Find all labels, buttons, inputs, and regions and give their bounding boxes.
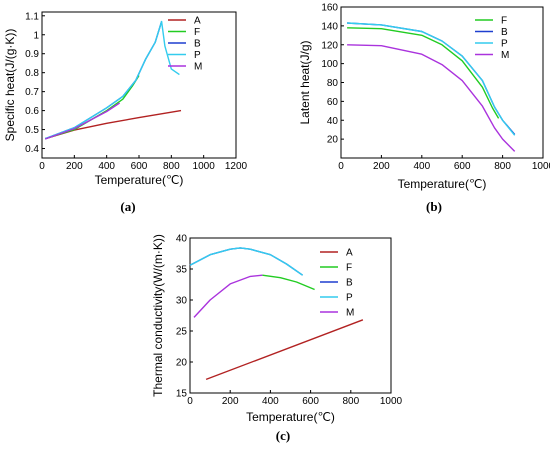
y-tick-label: 30 <box>176 296 188 307</box>
x-tick-label: 400 <box>262 396 279 407</box>
y-tick-label: 140 <box>321 21 338 32</box>
x-tick-label: 0 <box>39 161 45 172</box>
x-tick-label: 0 <box>187 396 193 407</box>
x-axis-title: Temperature(℃) <box>95 173 184 187</box>
series-line-a <box>205 319 364 381</box>
x-tick-label: 600 <box>302 396 319 407</box>
y-tick-label: 40 <box>176 234 188 245</box>
x-tick-label: 400 <box>413 161 430 172</box>
y-tick-label: 15 <box>176 389 188 400</box>
x-axis-title: Temperature(℃) <box>398 177 487 191</box>
plot-frame <box>189 237 392 394</box>
y-tick-label: 20 <box>327 135 339 146</box>
legend-label: P <box>501 39 508 50</box>
series-line-f <box>262 274 315 291</box>
x-tick-label: 600 <box>131 161 148 172</box>
y-tick-label: 0.8 <box>25 68 39 79</box>
y-axis-title: Specific heat(J/(g·K)) <box>3 29 17 142</box>
x-tick-label: 1000 <box>193 161 216 172</box>
y-tick-label: 40 <box>327 116 339 127</box>
series-line-m <box>44 102 120 140</box>
plot-frame <box>41 11 237 159</box>
legend-label: B <box>346 278 353 289</box>
x-tick-label: 800 <box>163 161 180 172</box>
y-tick-label: 100 <box>321 59 338 70</box>
y-tick-label: 1.1 <box>25 11 39 22</box>
y-tick-label: 0.4 <box>25 144 39 155</box>
x-tick-label: 800 <box>494 161 511 172</box>
y-tick-label: 160 <box>321 3 338 14</box>
x-tick-label: 1200 <box>225 161 248 172</box>
y-tick-label: 60 <box>327 97 339 108</box>
legend-label: B <box>194 39 201 50</box>
chart-panel-2: 0 200 400 600 800 1000 20 40 60 80 100 120 140 160 Tem… <box>298 3 550 215</box>
legend-label: F <box>194 27 200 38</box>
panel-caption: (c) <box>276 428 290 443</box>
legend-label: M <box>194 62 202 73</box>
series-line-a <box>45 109 182 140</box>
x-tick-label: 400 <box>98 161 115 172</box>
x-tick-label: 200 <box>373 161 390 172</box>
y-tick-label: 0.5 <box>25 125 39 136</box>
x-axis-title: Temperature(℃) <box>246 410 335 424</box>
legend-label: A <box>346 248 353 259</box>
y-axis-title: Latent heat(J/g) <box>298 40 312 124</box>
panel-caption: (b) <box>426 199 442 214</box>
y-tick-label: 0.6 <box>25 106 39 117</box>
x-tick-label: 800 <box>342 396 359 407</box>
legend-label: P <box>194 50 201 61</box>
panel-caption: (a) <box>120 199 135 214</box>
series-line-m <box>193 274 263 318</box>
series-line-m <box>347 44 516 152</box>
series-line-b <box>189 247 303 276</box>
series-line-p <box>347 22 516 136</box>
x-tick-label: 1000 <box>532 161 550 172</box>
legend-label: B <box>501 27 508 38</box>
plot-frame <box>340 6 544 159</box>
y-tick-label: 0.9 <box>25 49 39 60</box>
legend-label: A <box>194 16 201 27</box>
y-tick-label: 120 <box>321 40 338 51</box>
legend-label: F <box>346 263 352 274</box>
legend-label: F <box>501 16 507 27</box>
x-tick-label: 200 <box>222 396 239 407</box>
y-tick-label: 35 <box>176 265 188 276</box>
series-line-p <box>44 20 180 140</box>
y-tick-label: 1 <box>33 30 39 41</box>
y-tick-label: 20 <box>176 358 188 369</box>
series-line-p <box>189 247 303 276</box>
x-tick-label: 200 <box>66 161 83 172</box>
chart-panel-3: 0 200 400 600 800 1000 15 20 25 30 35 40 Temperature… <box>151 234 403 444</box>
chart-panel-1: 0 200 400 600 800 1000 1200 0.4 0.5 0.6 0.7 0.8 0.9 1… <box>3 11 248 214</box>
legend-label: M <box>346 308 354 319</box>
legend-label: P <box>346 293 353 304</box>
y-tick-label: 0.7 <box>25 87 39 98</box>
y-tick-label: 80 <box>327 78 339 89</box>
series-line-f <box>347 27 500 119</box>
x-tick-label: 1000 <box>380 396 403 407</box>
y-tick-label: 25 <box>176 327 188 338</box>
series-line-f <box>44 75 140 140</box>
series-line-b <box>44 21 163 140</box>
legend-label: M <box>501 50 509 61</box>
x-tick-label: 0 <box>338 161 344 172</box>
x-tick-label: 600 <box>454 161 471 172</box>
y-axis-title: Thermal conductivity(W/(m·K)) <box>151 234 165 397</box>
